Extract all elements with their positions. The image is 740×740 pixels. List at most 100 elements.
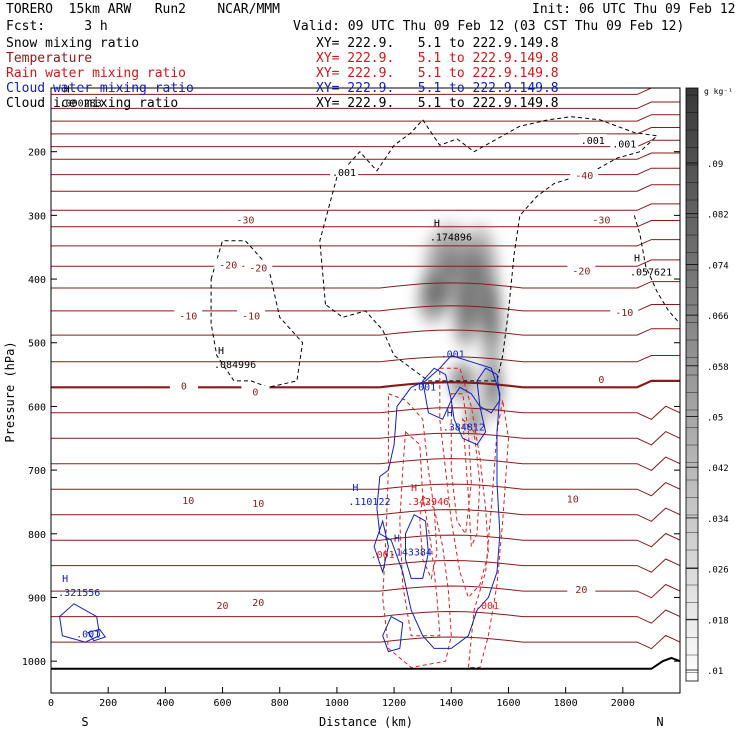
temperature-isoline <box>51 405 680 420</box>
x-endpoint-right: N <box>656 715 663 729</box>
temperature-label: 0 <box>252 388 258 399</box>
max-marker-h: H <box>434 218 440 229</box>
label-bg <box>587 213 616 225</box>
label-bg <box>241 385 270 397</box>
label-bg <box>214 258 243 270</box>
max-marker-h: H <box>352 483 358 494</box>
x-tick-label: 400 <box>156 698 174 709</box>
label-bg <box>174 493 203 505</box>
temperature-label: -20 <box>572 267 590 278</box>
max-marker-h: H <box>218 346 224 357</box>
colorbar-unit: g kg⁻¹ <box>704 87 733 96</box>
x-tick-label: 1400 <box>439 698 463 709</box>
label-bg <box>237 309 266 321</box>
colorbar-tick-label: .01 <box>707 667 723 677</box>
x-tick-label: 200 <box>99 698 117 709</box>
rain-label: .001 <box>475 601 499 612</box>
temperature-label: 20 <box>217 601 229 612</box>
y-tick-label: 500 <box>28 339 46 350</box>
label-bg <box>244 261 273 273</box>
temperature-isoline <box>51 88 680 95</box>
legend-cloud-water: Cloud water mixing ratio <box>6 81 194 96</box>
cloud-water-contour <box>450 386 487 446</box>
max-marker-value: .110122 <box>348 497 390 508</box>
xy-range-cloud-water: XY= 222.9. 5.1 to 222.9.149.8 <box>316 81 559 96</box>
temperature-isoline <box>51 634 680 650</box>
label-bg <box>174 309 203 321</box>
label-bg <box>567 583 596 595</box>
y-axis-label: Pressure (hPa) <box>3 341 17 442</box>
temperature-label: 0 <box>181 381 187 392</box>
temperature-isoline <box>51 532 680 548</box>
temperature-isoline <box>51 558 680 573</box>
colorbar-tick-label: .042 <box>707 464 729 474</box>
max-marker-value: .342946 <box>407 497 449 508</box>
label-bg <box>578 134 607 146</box>
colorbar-tick-label: .034 <box>707 515 729 525</box>
terrain-line <box>51 656 680 670</box>
snow-shade-blob <box>475 272 508 375</box>
xy-range-temperature: XY= 222.9. 5.1 to 222.9.149.8 <box>316 51 559 66</box>
max-marker-h: H <box>447 408 453 419</box>
temperature-label: -30 <box>236 216 254 227</box>
legend-rain: Rain water mixing ratio <box>6 66 187 81</box>
colorbar-tick-label: .018 <box>707 616 729 626</box>
y-tick-label: 300 <box>28 211 46 222</box>
temperature-isoline <box>51 101 680 109</box>
legend-cloud-ice: Cloud ice mixing ratio <box>6 96 179 111</box>
x-tick-label: 1600 <box>496 698 520 709</box>
rain-contours <box>382 367 510 669</box>
temperature-isoline <box>51 239 680 247</box>
temperature-label: 10 <box>182 496 194 507</box>
temperature-isoline <box>51 184 680 192</box>
x-tick-label: 1800 <box>554 698 578 709</box>
temperature-label: -30 <box>592 216 610 227</box>
rain-contour <box>462 417 481 547</box>
colorbar-tick-label: .05 <box>707 414 723 424</box>
max-marker-h: H <box>411 483 417 494</box>
colorbar <box>685 87 699 682</box>
x-axis-label: Distance (km) <box>319 715 413 729</box>
temperature-label: -40 <box>575 171 593 182</box>
cloud-water-contour <box>59 603 101 643</box>
temperature-contours <box>51 88 680 650</box>
temperature-label: 10 <box>252 499 264 510</box>
max-marker-value: .174896 <box>430 232 472 243</box>
cloud-water-contour <box>476 367 501 414</box>
rain-contour <box>450 393 472 536</box>
colorbar-tick-label: .074 <box>707 261 729 271</box>
temperature-label: -20 <box>249 264 267 275</box>
x-tick-label: 800 <box>271 698 289 709</box>
temperature-isoline <box>51 609 680 624</box>
temperature-isoline <box>51 203 680 211</box>
cloud-water-contour <box>405 513 429 579</box>
x-tick-label: 1000 <box>325 698 349 709</box>
temperature-isoline <box>51 355 680 363</box>
temperature-label: -10 <box>179 311 197 322</box>
legend-snow: Snow mixing ratio <box>6 36 140 51</box>
temperature-isoline <box>51 379 680 389</box>
cloud-water-contours <box>59 354 501 653</box>
y-tick-label: 1000 <box>22 657 46 668</box>
y-tick-label: 200 <box>28 148 46 159</box>
y-tick-label: 400 <box>28 275 46 286</box>
max-marker-h: H <box>62 574 68 585</box>
label-bg <box>610 137 639 149</box>
label-bg <box>208 599 237 611</box>
cloud-ice-contour <box>319 116 659 382</box>
label-bg <box>570 169 599 181</box>
cloud-water-contour <box>376 354 501 649</box>
label-bg <box>587 372 616 384</box>
colorbar-tick-label: .066 <box>707 312 729 322</box>
temperature-isoline <box>51 328 680 336</box>
cloud-water-label: .001 <box>441 349 465 360</box>
y-tick-label: 900 <box>28 593 46 604</box>
rain-contour <box>467 400 510 668</box>
temperature-isoline <box>51 114 680 122</box>
label-bg <box>244 595 273 607</box>
colorbar-ticks: .01 .018 .026 .034 .042 .05 .058 .066 .074 .082 .0… <box>686 94 729 677</box>
colorbar-tick-label: .09 <box>707 160 723 170</box>
plot-frame <box>50 87 681 694</box>
temperature-label: -10 <box>242 311 260 322</box>
cloud-ice-contour <box>633 215 680 324</box>
